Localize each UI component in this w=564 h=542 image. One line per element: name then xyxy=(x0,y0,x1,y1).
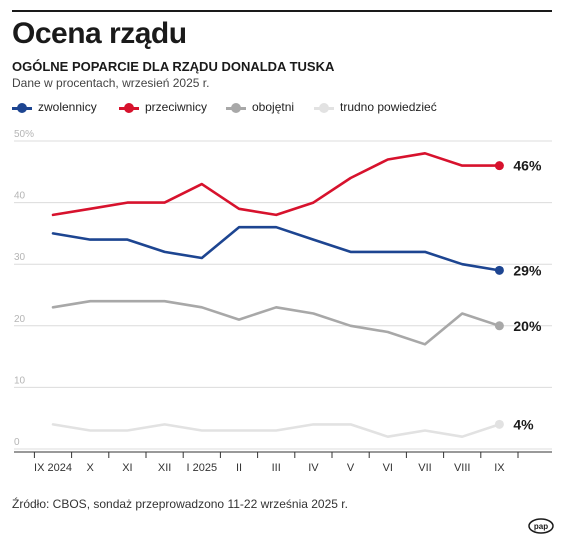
x-tick-label: IX 2024 xyxy=(34,462,72,474)
chart-note: Dane w procentach, wrzesień 2025 r. xyxy=(12,76,210,90)
chart-subtitle: OGÓLNE POPARCIE DLA RZĄDU DONALDA TUSKA xyxy=(12,59,335,74)
y-tick-label: 50% xyxy=(14,129,34,140)
legend-label: zwolennicy xyxy=(38,100,97,114)
series-line-obojetni xyxy=(51,299,501,346)
series-end-marker-zwolennicy xyxy=(494,265,504,275)
legend-label: obojętni xyxy=(252,100,295,114)
series-line-trudno-powiedzieć xyxy=(51,423,501,439)
x-tick-label: IX xyxy=(494,462,505,474)
source-note: Źródło: CBOS, sondaż przeprowadzono 11-2… xyxy=(12,497,348,511)
x-tick-label: VII xyxy=(418,462,431,474)
x-tick-label: X xyxy=(87,462,95,474)
series-line-przeciwnicy xyxy=(51,152,501,217)
svg-text:pap: pap xyxy=(534,522,548,531)
series-end-marker-trudno-powiedzieć xyxy=(494,419,504,429)
top-rule xyxy=(12,10,552,12)
y-tick-label: 10 xyxy=(14,375,26,386)
legend-label: trudno powiedzieć xyxy=(340,100,437,114)
x-tick-label: VIII xyxy=(454,462,471,474)
x-tick-label: IV xyxy=(308,462,319,474)
chart-title: Ocena rządu xyxy=(12,17,187,50)
x-tick-label: XI xyxy=(122,462,132,474)
legend-label: przeciwnicy xyxy=(145,100,208,114)
y-tick-label: 0 xyxy=(14,437,20,448)
legend-dot-przeciwnicy xyxy=(124,103,134,113)
series-line-zwolennicy xyxy=(51,225,501,272)
legend-dot-trudno-powiedziec xyxy=(319,103,329,113)
series-end-marker-przeciwnicy xyxy=(494,161,504,171)
pap-logo: pap xyxy=(528,518,554,534)
x-tick-label: II xyxy=(236,462,242,474)
x-tick-label: III xyxy=(272,462,281,474)
y-tick-label: 40 xyxy=(14,191,26,202)
y-tick-label: 30 xyxy=(14,252,26,263)
x-tick-label: VI xyxy=(383,462,393,474)
series-end-label-obojetni: 20% xyxy=(513,318,542,334)
x-tick-label: V xyxy=(347,462,355,474)
series-end-label-przeciwnicy: 46% xyxy=(513,158,542,174)
x-tick-label: XII xyxy=(158,462,171,474)
x-tick-label: I 2025 xyxy=(187,462,218,474)
series-end-label-zwolennicy: 29% xyxy=(513,262,542,278)
legend-dot-zwolennicy xyxy=(17,103,27,113)
y-tick-label: 20 xyxy=(14,314,26,325)
series-end-marker-obojetni xyxy=(494,321,504,331)
series-end-label-trudno-powiedzieć: 4% xyxy=(513,416,534,432)
legend-dot-obojetni xyxy=(231,103,241,113)
